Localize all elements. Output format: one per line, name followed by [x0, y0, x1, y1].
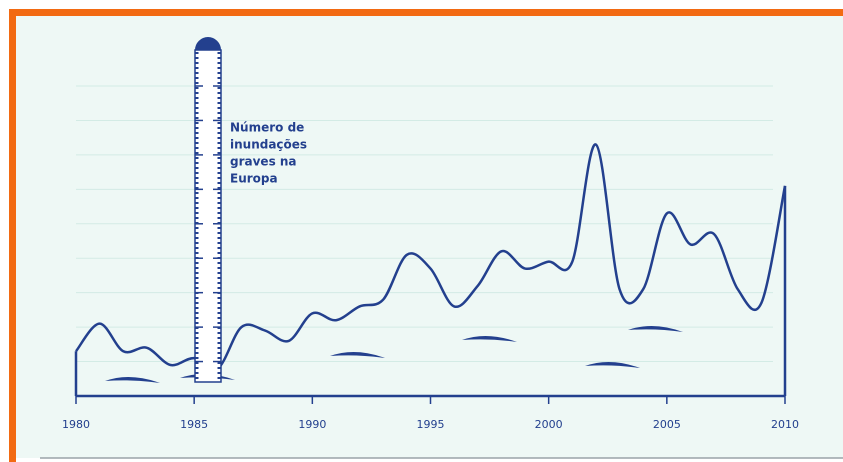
frame-left — [9, 9, 16, 462]
x-tick-label: 1995 — [417, 418, 445, 431]
gauge — [194, 37, 222, 383]
y-label-line: Número de — [230, 121, 304, 135]
panel — [16, 16, 843, 458]
fish — [330, 351, 385, 358]
x-tick-label: 1990 — [298, 418, 326, 431]
fish — [462, 335, 517, 342]
fish — [628, 325, 683, 332]
fish — [105, 376, 160, 383]
x-tick-label: 2010 — [771, 418, 799, 431]
grid — [76, 85, 773, 363]
fish — [585, 361, 640, 368]
frame-top — [9, 9, 843, 16]
gauge-body — [194, 49, 222, 383]
x-tick-label: 2005 — [653, 418, 681, 431]
x-tick-label: 1985 — [180, 418, 208, 431]
y-label-line: graves na — [230, 155, 297, 169]
x-tick-label: 1980 — [62, 418, 90, 431]
gauge-cap — [195, 37, 221, 50]
y-label-line: Europa — [230, 172, 278, 186]
y-label-line: inundações — [230, 138, 307, 152]
x-tick-label: 2000 — [535, 418, 563, 431]
